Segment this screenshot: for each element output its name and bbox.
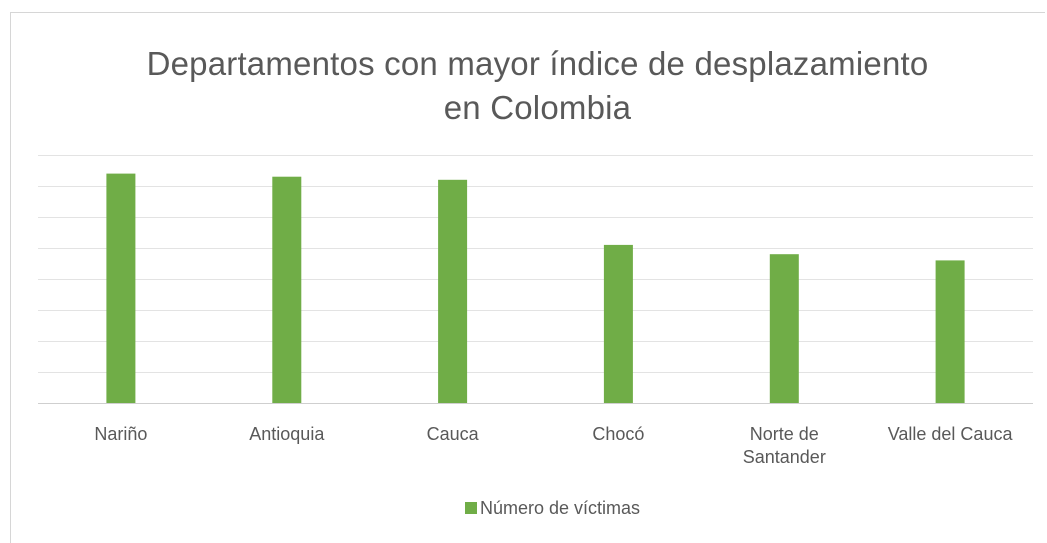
category-label: Antioquia: [249, 424, 325, 444]
gridlines: [38, 155, 1033, 404]
bar: [935, 260, 965, 403]
category-label: Cauca: [427, 424, 480, 444]
bar: [603, 244, 633, 403]
chart-frame: [10, 12, 1045, 543]
bar: [438, 179, 468, 403]
category-label: Valle del Cauca: [888, 424, 1014, 444]
legend-swatch: [464, 502, 477, 514]
bar: [769, 254, 799, 403]
bars: [106, 173, 965, 403]
category-labels: Nariño Antioquia Cauca Chocó Norte de Santand…: [94, 424, 1013, 467]
chart-title-line-1: Departamentos con mayor índice de despla…: [146, 45, 929, 82]
category-label: Norte de Santander: [743, 424, 826, 467]
chart-title: Departamentos con mayor índice de despla…: [0, 42, 1047, 130]
legend: Número de víctimas: [0, 495, 1047, 521]
category-label: Nariño: [94, 424, 147, 444]
legend-label: Número de víctimas: [479, 497, 641, 518]
category-label: Chocó: [592, 424, 644, 444]
bar: [106, 173, 136, 403]
bar: [272, 176, 302, 403]
chart-title-line-2: en Colombia: [443, 89, 632, 126]
